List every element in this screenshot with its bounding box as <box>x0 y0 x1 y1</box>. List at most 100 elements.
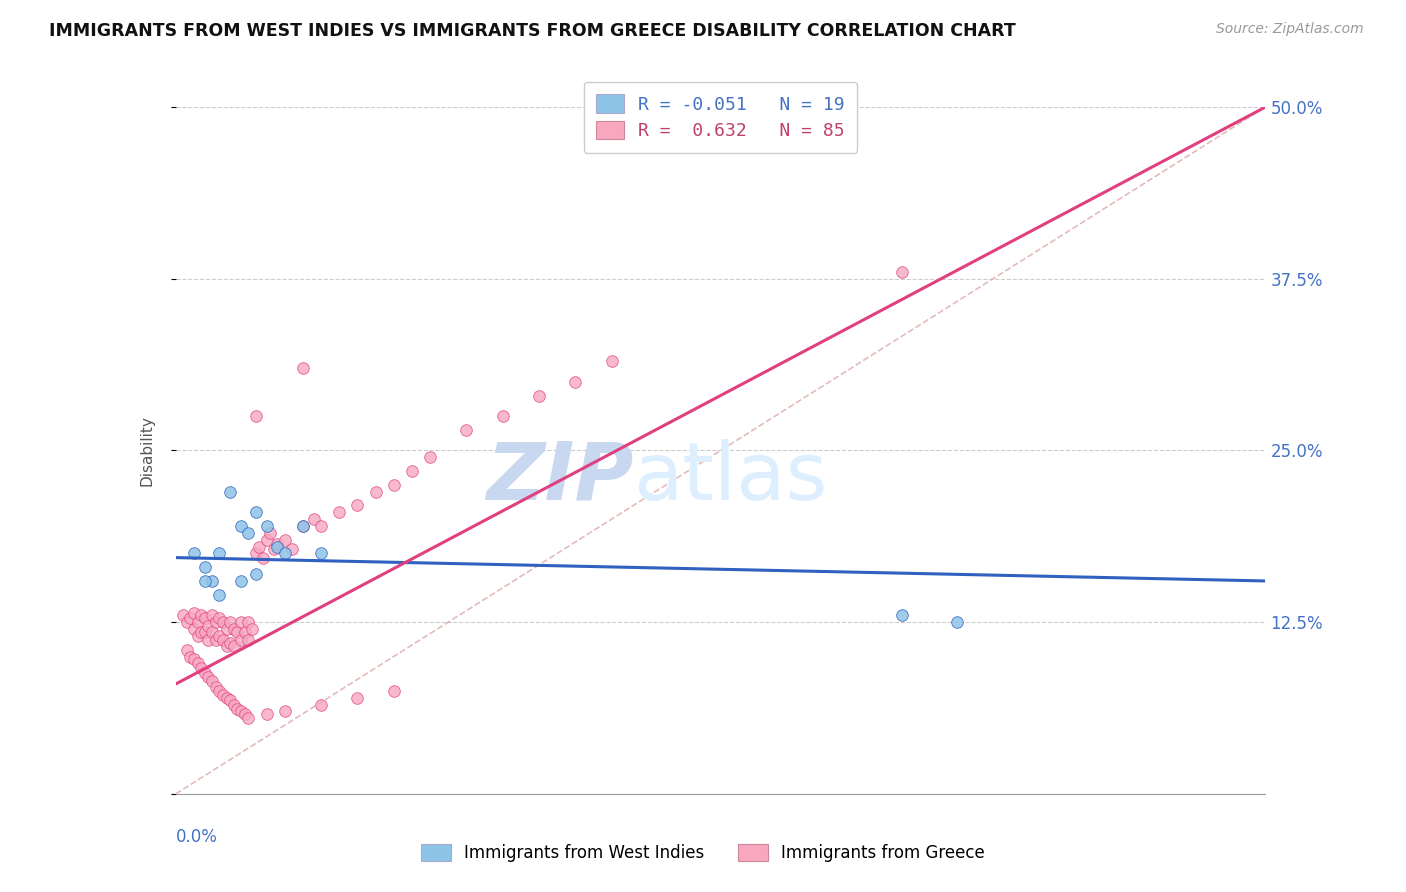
Point <box>245 546 267 561</box>
Point <box>215 639 238 653</box>
Point <box>197 633 219 648</box>
Point <box>222 639 245 653</box>
Point <box>219 693 242 707</box>
Point <box>215 622 238 636</box>
Point <box>309 519 332 533</box>
Point <box>172 608 194 623</box>
Point <box>231 705 253 719</box>
Point <box>256 519 278 533</box>
Point <box>245 409 267 423</box>
Point <box>197 619 219 633</box>
Point <box>194 574 217 588</box>
Point <box>201 574 224 588</box>
Legend: R = -0.051   N = 19, R =  0.632   N = 85: R = -0.051 N = 19, R = 0.632 N = 85 <box>583 82 858 153</box>
Point <box>401 464 423 478</box>
Point <box>364 484 387 499</box>
Point <box>274 533 297 547</box>
Point <box>186 629 209 643</box>
Point <box>419 450 441 465</box>
Point <box>309 546 332 561</box>
Point <box>233 707 256 722</box>
Point <box>564 375 586 389</box>
Point <box>231 633 253 648</box>
Point <box>176 615 198 630</box>
Text: IMMIGRANTS FROM WEST INDIES VS IMMIGRANTS FROM GREECE DISABILITY CORRELATION CHA: IMMIGRANTS FROM WEST INDIES VS IMMIGRANT… <box>49 22 1017 40</box>
Point <box>346 690 368 705</box>
Point <box>238 633 260 648</box>
Text: Source: ZipAtlas.com: Source: ZipAtlas.com <box>1216 22 1364 37</box>
Point <box>247 540 270 554</box>
Point <box>231 615 253 630</box>
Point <box>219 615 242 630</box>
Point <box>201 674 224 689</box>
Point <box>328 505 350 519</box>
Point <box>238 711 260 725</box>
Point <box>302 512 325 526</box>
Point <box>252 550 274 565</box>
Point <box>208 546 231 561</box>
Point <box>245 505 267 519</box>
Point <box>346 499 368 513</box>
Point <box>208 629 231 643</box>
Point <box>226 624 249 639</box>
Point <box>212 633 235 648</box>
Point <box>176 642 198 657</box>
Y-axis label: Disability: Disability <box>141 415 155 486</box>
Point <box>179 649 201 664</box>
Point <box>256 707 278 722</box>
Point <box>219 636 242 650</box>
Point <box>222 622 245 636</box>
Point <box>204 615 226 630</box>
Point <box>197 670 219 684</box>
Point <box>226 702 249 716</box>
Point <box>238 525 260 540</box>
Point <box>186 657 209 671</box>
Point <box>194 624 217 639</box>
Point <box>208 611 231 625</box>
Point <box>183 622 205 636</box>
Point <box>194 665 217 680</box>
Point <box>212 688 235 702</box>
Point <box>382 478 405 492</box>
Point <box>245 567 267 582</box>
Point <box>945 615 967 630</box>
Point <box>266 537 288 551</box>
Point <box>186 615 209 630</box>
Point <box>201 608 224 623</box>
Point <box>266 540 288 554</box>
Point <box>891 265 914 279</box>
Point <box>233 624 256 639</box>
Point <box>600 354 623 368</box>
Point <box>204 680 226 694</box>
Point <box>291 519 314 533</box>
Point <box>183 606 205 620</box>
Point <box>204 633 226 648</box>
Point <box>456 423 478 437</box>
Point <box>274 546 297 561</box>
Point <box>527 388 550 402</box>
Point <box>201 624 224 639</box>
Point <box>274 705 297 719</box>
Point <box>194 611 217 625</box>
Point <box>208 588 231 602</box>
Point <box>382 683 405 698</box>
Legend: Immigrants from West Indies, Immigrants from Greece: Immigrants from West Indies, Immigrants … <box>413 836 993 871</box>
Point <box>222 698 245 712</box>
Point <box>309 698 332 712</box>
Point <box>194 560 217 574</box>
Text: ZIP: ZIP <box>486 439 633 517</box>
Point <box>219 484 242 499</box>
Point <box>231 574 253 588</box>
Point <box>259 525 281 540</box>
Point <box>281 542 304 557</box>
Point <box>256 533 278 547</box>
Point <box>183 546 205 561</box>
Point <box>238 615 260 630</box>
Point <box>240 622 263 636</box>
Point <box>179 611 201 625</box>
Point <box>208 683 231 698</box>
Point <box>190 660 212 674</box>
Point <box>263 542 285 557</box>
Text: atlas: atlas <box>633 439 828 517</box>
Text: 0.0%: 0.0% <box>176 828 218 847</box>
